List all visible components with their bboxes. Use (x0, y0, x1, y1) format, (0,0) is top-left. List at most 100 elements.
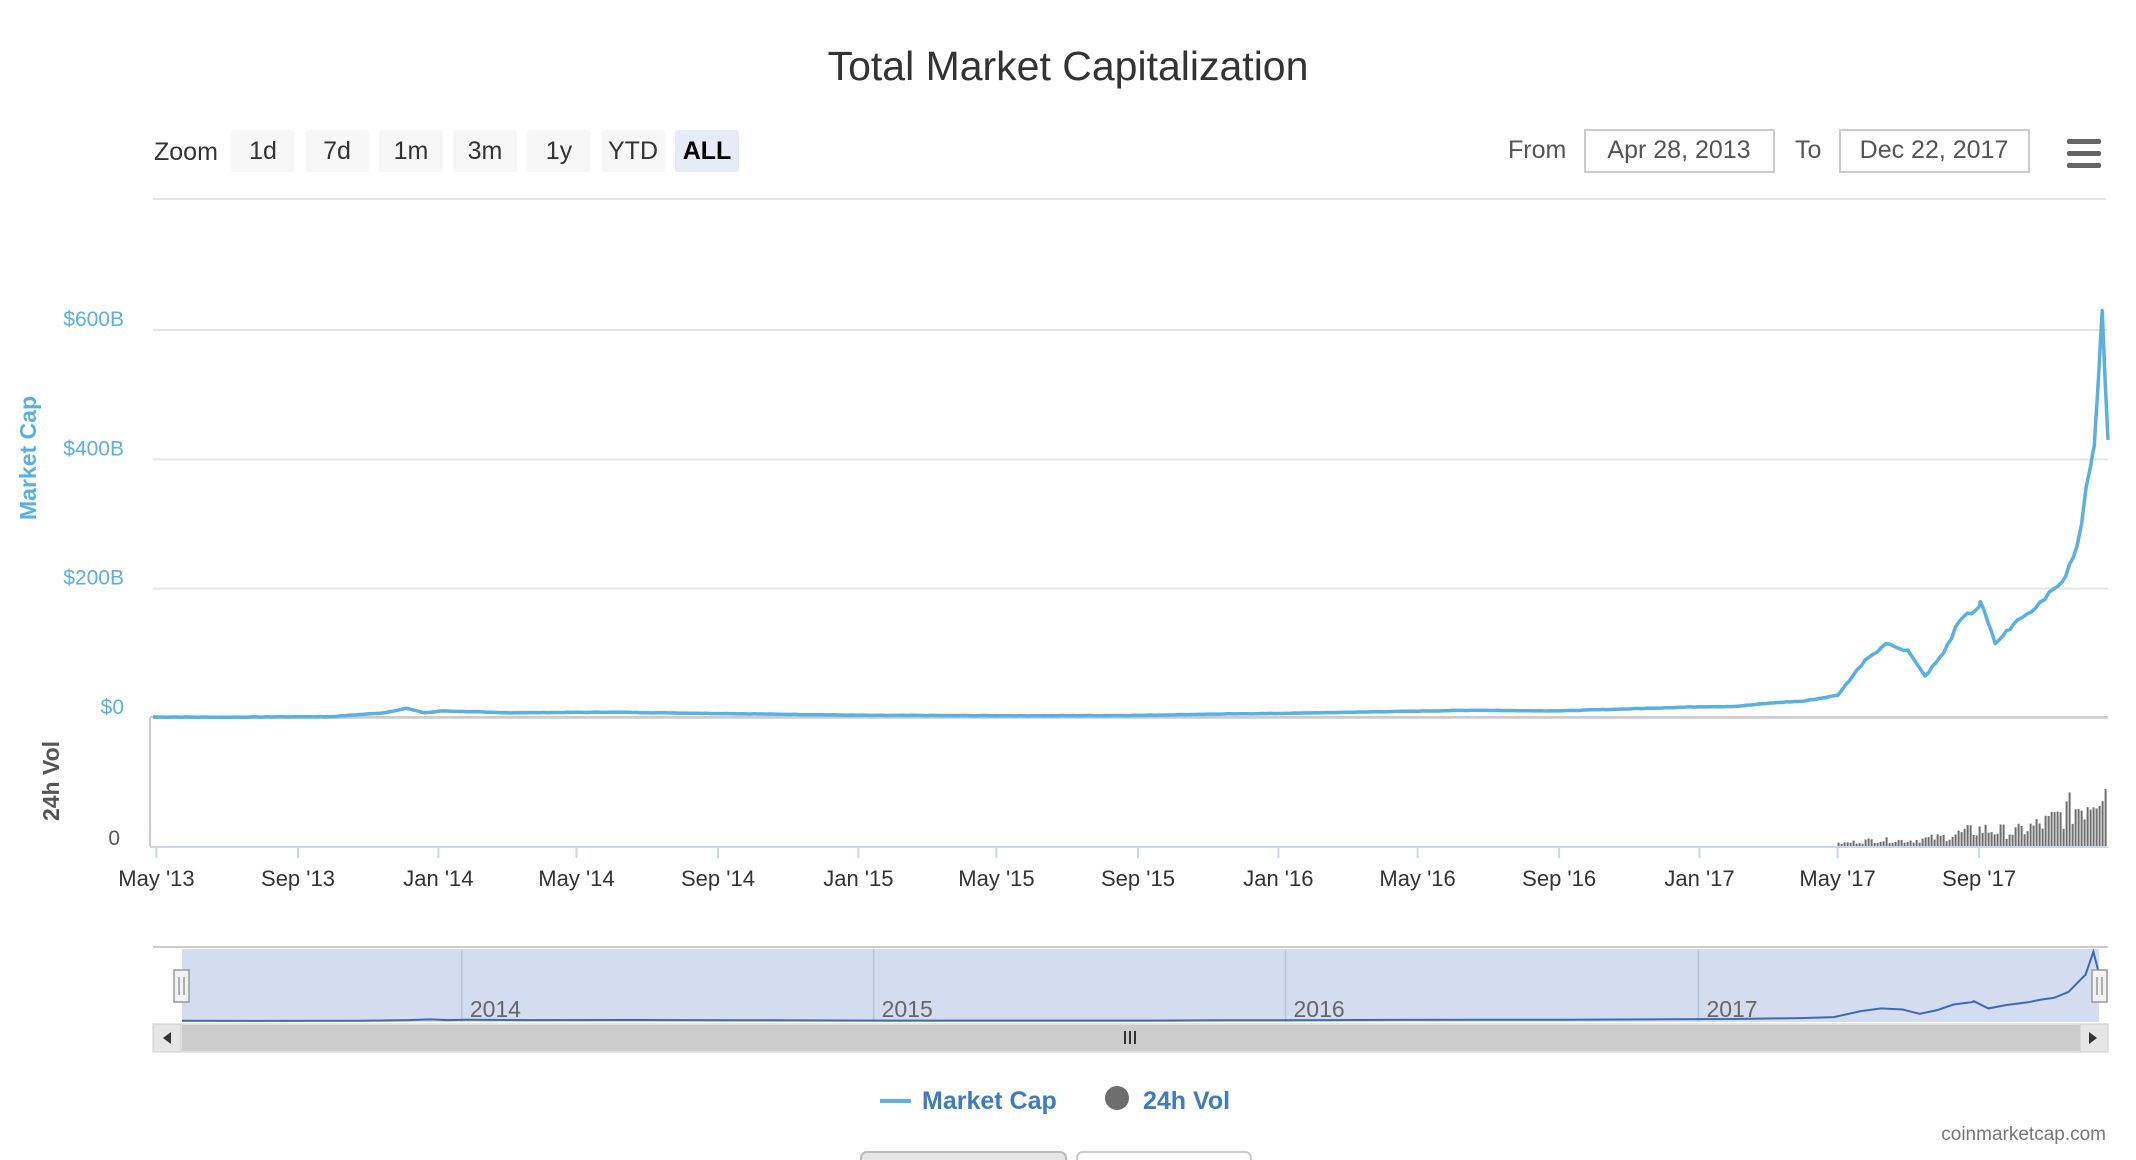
x-tick-label: Jan '17 (1664, 866, 1734, 891)
volume-bar (1840, 844, 1843, 846)
zoom-buttons: 1d 7d 1m 3m 1y YTD ALL (231, 130, 739, 172)
volume-bar (1873, 843, 1876, 846)
volume-bar (1849, 842, 1852, 846)
volume-bar (1993, 834, 1996, 846)
volume-bar (2017, 823, 2020, 846)
volume-bar (1846, 842, 1849, 846)
volume-bar (2092, 807, 2095, 846)
volume-bar (2068, 792, 2071, 846)
credit-link[interactable]: coinmarketcap.com (1941, 1124, 2106, 1145)
volume-bar (1939, 835, 1942, 846)
bottom-tab-right[interactable] (1076, 1151, 1252, 1160)
volume-bar (1975, 835, 1978, 846)
volume-bar (2059, 812, 2062, 846)
volume-bar (1837, 842, 1840, 846)
navigator-handle-left[interactable] (173, 969, 190, 1003)
zoom-button-bg (379, 130, 443, 172)
y-tick-label: $400B (63, 437, 124, 460)
volume-bar (1906, 842, 1909, 846)
x-tick-label: Jan '15 (823, 866, 893, 891)
from-date-input[interactable] (1584, 129, 1775, 173)
x-tick-label: Sep '15 (1101, 866, 1175, 891)
navigator-label: 2016 (1293, 996, 1344, 1022)
volume-bar (1912, 842, 1915, 846)
navigator-label: 2015 (882, 996, 933, 1022)
range-selector: Zoom 1d 7d 1m 3m 1y YTD ALL From Apr 28, 2013 … (154, 129, 2101, 173)
legend: Market Cap 24h Vol (880, 1086, 1230, 1115)
arrow-left-icon (163, 1032, 171, 1044)
scrollbar[interactable] (152, 1023, 2109, 1053)
volume-bar (2041, 828, 2044, 846)
volume-bar (2047, 816, 2050, 846)
volume-bar (2071, 823, 2074, 846)
volume-bar (1966, 825, 1969, 846)
x-axis-ticks: May '13 Sep '13 Jan '14 May '14 Sep '14 Jan '… (118, 847, 2016, 891)
volume-bar (2098, 805, 2101, 846)
x-tick-label: May '15 (958, 866, 1034, 891)
zoom-button-ytd[interactable]: YTD (601, 130, 665, 172)
volume-bar (1888, 843, 1891, 846)
x-tick-label: Sep '14 (681, 866, 755, 891)
hamburger-menu-icon[interactable] (2067, 139, 2101, 168)
zoom-label: Zoom (154, 138, 218, 166)
volume-bar (2101, 801, 2104, 846)
y-axis-ticks: $600B $400B $200B $0 (63, 308, 124, 719)
volume-bar (2032, 825, 2035, 846)
legend-item-volume[interactable]: 24h Vol (1105, 1086, 1230, 1115)
gridlines (153, 329, 2108, 719)
zoom-button-1y[interactable]: 1y (527, 130, 591, 172)
volume-bar (1948, 839, 1951, 846)
zoom-button-1m[interactable]: 1m (379, 130, 443, 172)
volume-axis-label: 24h Vol (38, 741, 64, 821)
navigator[interactable]: 2014 2015 2016 2017 (153, 946, 2108, 1022)
navigator-label: 2017 (1706, 996, 1757, 1022)
navigator-handle-right[interactable] (2091, 969, 2108, 1003)
volume-bar (1945, 841, 1948, 846)
volume-bar (1870, 839, 1873, 846)
volume-bar (2053, 812, 2056, 846)
volume-bar (2023, 834, 2026, 846)
volume-bar (1927, 837, 1930, 846)
volume-bar (1897, 840, 1900, 846)
legend-dot-icon (1105, 1086, 1129, 1110)
volume-bar (1918, 842, 1921, 846)
navigator-label: 2014 (470, 996, 521, 1022)
legend-item-market-cap[interactable]: Market Cap (880, 1087, 1057, 1115)
volume-bar (1951, 837, 1954, 846)
volume-bar (2074, 809, 2077, 846)
zoom-button-all[interactable]: ALL (675, 130, 739, 172)
zoom-button-bg (527, 130, 591, 172)
volume-bar (2002, 824, 2005, 846)
volume-bar (1855, 843, 1858, 846)
volume-bar (2014, 827, 2017, 846)
y-tick-label: $600B (63, 308, 124, 331)
volume-bar (1894, 842, 1897, 846)
arrow-right-icon (2089, 1032, 2097, 1044)
volume-bar (1891, 843, 1894, 846)
navigator-labels: 2014 2015 2016 2017 (470, 996, 1758, 1022)
scrollbar-grip-icon (1124, 1031, 1136, 1044)
to-date-value: Dec 22, 2017 (1860, 136, 2009, 164)
volume-bar (2044, 815, 2047, 846)
zoom-button-7d[interactable]: 7d (305, 130, 369, 172)
chart-title: Total Market Capitalization (828, 43, 1309, 89)
bottom-tab-left[interactable] (860, 1151, 1067, 1160)
market-cap-line (153, 308, 2110, 720)
y-tick-label: $0 (101, 696, 124, 719)
zoom-button-3m[interactable]: 3m (453, 130, 517, 172)
zoom-button-bg (675, 130, 739, 172)
volume-bar (2035, 819, 2038, 846)
zoom-button-1d[interactable]: 1d (231, 130, 295, 172)
scrollbar-thumb[interactable] (182, 1025, 2099, 1051)
zoom-button-label: 3m (468, 137, 503, 165)
volume-bar (2038, 823, 2041, 846)
legend-label-market-cap: Market Cap (922, 1087, 1057, 1115)
x-tick-label: Sep '13 (261, 866, 335, 891)
volume-bar (1960, 832, 1963, 846)
to-date-input[interactable] (1839, 129, 2030, 173)
zoom-button-label: ALL (683, 137, 732, 165)
volume-bar (1921, 838, 1924, 846)
zoom-button-bg (231, 130, 295, 172)
x-tick-label: Sep '16 (1522, 866, 1596, 891)
